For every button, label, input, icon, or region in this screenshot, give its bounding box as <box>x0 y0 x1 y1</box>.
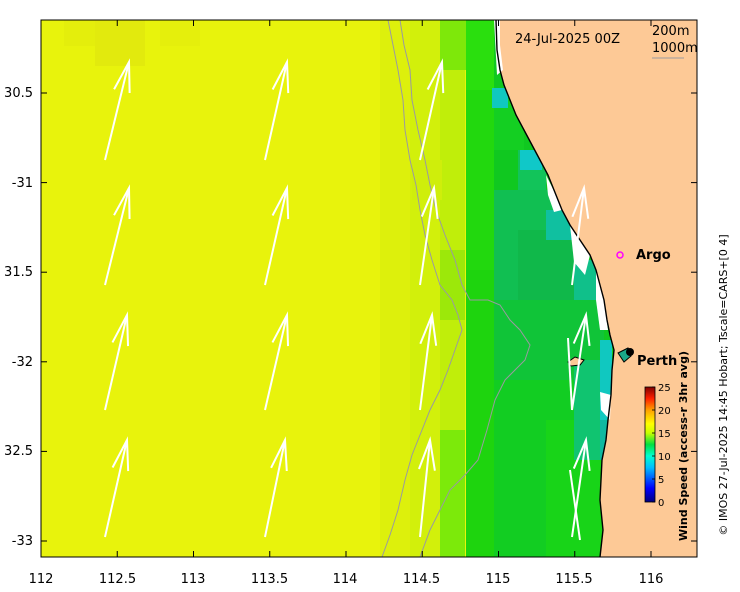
date-label: 24-Jul-2025 00Z <box>515 32 620 47</box>
colorbar-tick-label: 5 <box>658 475 664 486</box>
colorbar-tick-label: 10 <box>658 452 671 463</box>
y-axis: 30.5 -31 31.5 -32 32.5 -33 <box>4 86 33 549</box>
wind-arrow <box>104 184 131 286</box>
perth-marker <box>626 348 634 356</box>
wind-arrow <box>104 436 130 538</box>
wind-arrow <box>419 58 445 161</box>
wind-field <box>41 20 697 557</box>
depth-label-1000m: 1000m <box>652 41 698 56</box>
y-tick-label: 32.5 <box>4 444 33 459</box>
wind-arrow <box>569 469 581 541</box>
contour-200m <box>399 20 531 557</box>
x-tick-label: 112.5 <box>99 572 136 587</box>
argo-marker <box>616 251 624 259</box>
wind-arrow <box>264 58 290 161</box>
wind-arrow <box>571 311 591 411</box>
plot-frame <box>40 19 698 558</box>
y-tick-label: 30.5 <box>4 86 33 101</box>
x-axis: 112 112.5 113 113.5 114 114.5 115 115.5 … <box>29 572 664 587</box>
wind-arrow <box>264 311 290 411</box>
colorbar-tick-label: 25 <box>658 383 671 394</box>
y-tick-label: 31.5 <box>4 265 33 280</box>
colorbar-title: Wind Speed (access-r 3hr avg) <box>677 351 690 541</box>
depth-label-200m: 200m <box>652 24 689 39</box>
wind-arrow <box>264 184 290 286</box>
y-tick-label: -32 <box>12 355 33 370</box>
wind-arrow <box>419 184 439 286</box>
y-tick-label: -31 <box>12 176 33 191</box>
colorbar: 0 5 10 15 20 25 Wind Speed (access-r 3hr… <box>644 351 690 541</box>
wind-arrow <box>418 436 436 538</box>
contour-1000m <box>381 20 463 557</box>
wind-arrow <box>419 311 438 411</box>
wind-arrow <box>104 311 130 411</box>
x-tick-label: 114 <box>333 572 358 587</box>
wind-arrows <box>104 58 591 541</box>
x-tick-label: 116 <box>639 572 664 587</box>
wind-arrow <box>264 436 288 538</box>
credit-text: © IMOS 27-Jul-2025 14:45 Hobart; Tscale=… <box>717 234 730 535</box>
x-tick-label: 113.5 <box>251 572 288 587</box>
perth-label: Perth <box>637 354 677 369</box>
colorbar-tick-label: 20 <box>658 406 671 417</box>
y-tick-label: -33 <box>12 534 33 549</box>
x-tick-label: 114.5 <box>403 572 440 587</box>
coastline <box>495 20 615 557</box>
colorbar-tick-label: 0 <box>658 498 664 509</box>
argo-label: Argo <box>636 248 671 263</box>
wind-arrow <box>104 58 131 161</box>
colorbar-ramp <box>644 386 656 503</box>
colorbar-tick-label: 15 <box>658 429 671 440</box>
x-tick-label: 115.5 <box>555 572 592 587</box>
wind-arrow <box>571 436 591 538</box>
x-tick-label: 115 <box>486 572 511 587</box>
wind-arrow <box>567 337 573 411</box>
x-tick-label: 112 <box>29 572 54 587</box>
wind-arrow <box>571 184 590 286</box>
x-tick-label: 113 <box>181 572 206 587</box>
